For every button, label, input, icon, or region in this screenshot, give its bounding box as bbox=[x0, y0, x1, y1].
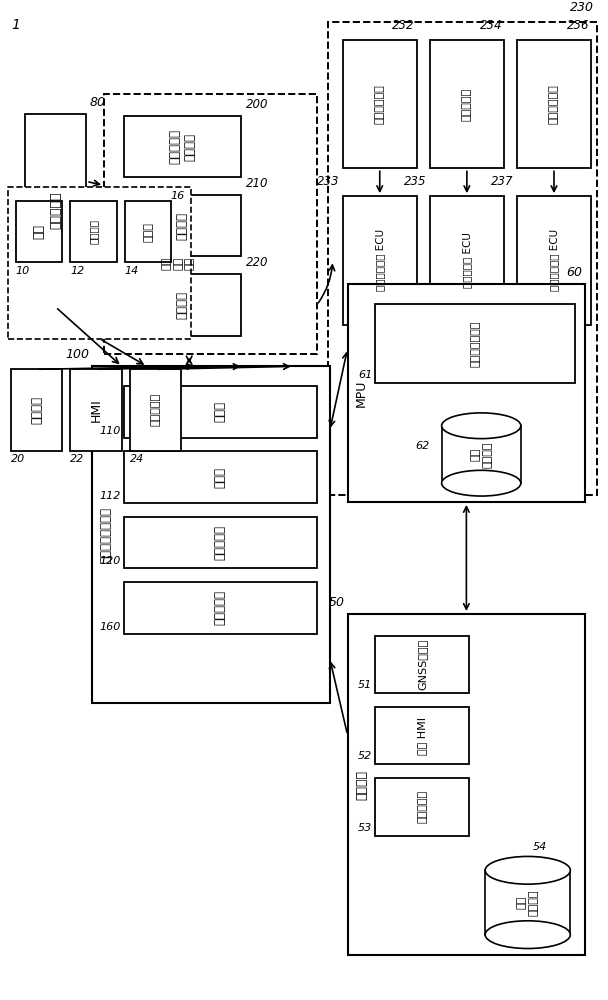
Ellipse shape bbox=[441, 470, 521, 496]
Text: 200: 200 bbox=[246, 98, 268, 111]
Text: 判定部: 判定部 bbox=[214, 401, 227, 422]
Text: 220: 220 bbox=[246, 256, 268, 269]
Text: 车辆传感器: 车辆传感器 bbox=[151, 393, 161, 426]
Text: 探测器: 探测器 bbox=[143, 222, 153, 242]
Text: 第一
地图信息: 第一 地图信息 bbox=[517, 889, 539, 916]
Text: 驾驶操作件: 驾驶操作件 bbox=[49, 192, 62, 229]
Text: 62: 62 bbox=[415, 441, 430, 451]
FancyBboxPatch shape bbox=[430, 40, 504, 168]
Text: 235: 235 bbox=[404, 175, 427, 188]
Text: 236: 236 bbox=[567, 19, 589, 32]
Text: 第一控制部: 第一控制部 bbox=[214, 525, 227, 560]
Text: 制动装置: 制动装置 bbox=[176, 212, 188, 240]
Text: MPU: MPU bbox=[355, 379, 368, 407]
Text: 路径决定部: 路径决定部 bbox=[417, 790, 427, 823]
Text: 转矩传感器 ECU: 转矩传感器 ECU bbox=[462, 232, 472, 288]
Bar bbox=[485, 870, 570, 935]
Text: 14: 14 bbox=[125, 266, 139, 276]
Text: GNSS接收机: GNSS接收机 bbox=[417, 639, 427, 690]
Text: 物体
识别
装置: 物体 识别 装置 bbox=[162, 256, 195, 270]
Text: 雷达装置: 雷达装置 bbox=[89, 219, 98, 244]
FancyBboxPatch shape bbox=[16, 201, 63, 262]
Text: 80: 80 bbox=[89, 96, 105, 109]
FancyBboxPatch shape bbox=[328, 22, 597, 495]
Text: 120: 120 bbox=[100, 556, 121, 566]
Text: 行驶驱动力
输出装置: 行驶驱动力 输出装置 bbox=[168, 129, 196, 164]
Text: 转向角传感器: 转向角传感器 bbox=[549, 84, 559, 124]
Text: 60: 60 bbox=[566, 266, 582, 279]
FancyBboxPatch shape bbox=[124, 451, 317, 503]
Text: 自动驾驶控制装置: 自动驾驶控制装置 bbox=[100, 507, 112, 563]
Ellipse shape bbox=[485, 921, 570, 949]
FancyBboxPatch shape bbox=[375, 707, 469, 764]
Text: 100: 100 bbox=[65, 348, 89, 361]
Text: 相机: 相机 bbox=[33, 224, 46, 239]
Text: 16: 16 bbox=[171, 191, 185, 201]
FancyBboxPatch shape bbox=[375, 778, 469, 836]
FancyBboxPatch shape bbox=[124, 116, 241, 177]
FancyBboxPatch shape bbox=[375, 304, 575, 383]
Text: 接触式传感器 ECU: 接触式传感器 ECU bbox=[375, 229, 385, 291]
FancyBboxPatch shape bbox=[130, 369, 181, 451]
Ellipse shape bbox=[441, 413, 521, 439]
FancyBboxPatch shape bbox=[348, 614, 585, 955]
FancyBboxPatch shape bbox=[11, 369, 63, 451]
Text: 1: 1 bbox=[11, 18, 20, 32]
Text: 推荐车道决定部: 推荐车道决定部 bbox=[470, 320, 480, 367]
Text: 通信装置: 通信装置 bbox=[30, 396, 43, 424]
FancyBboxPatch shape bbox=[25, 114, 86, 307]
Text: 24: 24 bbox=[130, 454, 144, 464]
Text: 导航 HMI: 导航 HMI bbox=[417, 717, 427, 755]
FancyBboxPatch shape bbox=[92, 366, 330, 703]
Text: 转向角传感器 ECU: 转向角传感器 ECU bbox=[549, 229, 559, 291]
Text: 232: 232 bbox=[392, 19, 415, 32]
FancyBboxPatch shape bbox=[124, 195, 241, 256]
FancyBboxPatch shape bbox=[375, 636, 469, 693]
Text: 54: 54 bbox=[533, 842, 547, 852]
FancyBboxPatch shape bbox=[343, 40, 417, 168]
FancyBboxPatch shape bbox=[125, 201, 171, 262]
Text: 10: 10 bbox=[16, 266, 30, 276]
Text: 12: 12 bbox=[71, 266, 85, 276]
Text: 237: 237 bbox=[491, 175, 514, 188]
Text: 112: 112 bbox=[100, 491, 121, 501]
FancyBboxPatch shape bbox=[348, 284, 585, 502]
Text: 50: 50 bbox=[328, 596, 345, 609]
Text: 52: 52 bbox=[358, 751, 372, 761]
Text: 20: 20 bbox=[11, 454, 25, 464]
Text: 22: 22 bbox=[71, 454, 85, 464]
FancyBboxPatch shape bbox=[8, 187, 191, 339]
FancyBboxPatch shape bbox=[517, 196, 591, 325]
Text: 51: 51 bbox=[358, 680, 372, 690]
Text: 第二
地图信息: 第二 地图信息 bbox=[471, 441, 492, 468]
Text: 61: 61 bbox=[358, 370, 372, 380]
Text: 转矩传感器: 转矩传感器 bbox=[462, 87, 472, 121]
FancyBboxPatch shape bbox=[71, 369, 122, 451]
Text: 接触式传感器: 接触式传感器 bbox=[375, 84, 385, 124]
Text: 53: 53 bbox=[358, 823, 372, 833]
Text: 210: 210 bbox=[246, 177, 268, 190]
Text: 233: 233 bbox=[317, 175, 340, 188]
FancyBboxPatch shape bbox=[124, 386, 317, 438]
FancyBboxPatch shape bbox=[124, 274, 241, 336]
Ellipse shape bbox=[485, 856, 570, 884]
FancyBboxPatch shape bbox=[430, 196, 504, 325]
Text: HMI: HMI bbox=[89, 398, 103, 422]
FancyBboxPatch shape bbox=[343, 196, 417, 325]
Text: 160: 160 bbox=[100, 622, 121, 632]
Text: 转向装置: 转向装置 bbox=[176, 291, 188, 319]
Text: 导航装置: 导航装置 bbox=[355, 770, 368, 800]
FancyBboxPatch shape bbox=[104, 94, 317, 354]
FancyBboxPatch shape bbox=[71, 201, 117, 262]
FancyBboxPatch shape bbox=[124, 582, 317, 634]
Bar bbox=[441, 426, 521, 483]
Text: 230: 230 bbox=[570, 1, 594, 14]
Text: 第二控制部: 第二控制部 bbox=[214, 590, 227, 625]
Text: 110: 110 bbox=[100, 426, 121, 436]
FancyBboxPatch shape bbox=[517, 40, 591, 168]
Text: 处理部: 处理部 bbox=[214, 467, 227, 488]
Text: 234: 234 bbox=[480, 19, 502, 32]
FancyBboxPatch shape bbox=[124, 517, 317, 568]
